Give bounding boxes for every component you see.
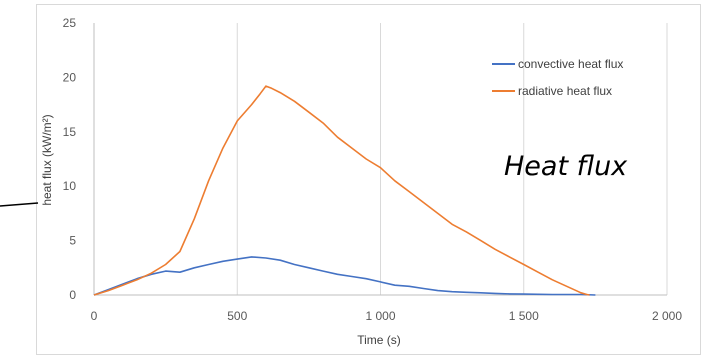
y-tick-label: 25 [63,16,77,30]
series-line-radiative [93,85,590,296]
x-tick-label: 1 500 [509,309,539,323]
y-tick-label: 20 [63,70,77,84]
series-line-convective [93,256,596,296]
x-tick-label: 500 [227,309,247,323]
chart-border [36,4,701,355]
grid-layer [236,23,668,295]
ticks-layer: 0 500 1 000 1 500 2 000 0 5 10 15 20 25 [63,16,683,323]
x-tick-label: 1 000 [365,309,395,323]
legend: convective heat flux radiative heat flux [492,57,623,98]
x-axis-title: Time (s) [357,333,401,347]
y-tick-label: 5 [69,234,76,248]
x-tick-label: 2 000 [652,309,682,323]
y-tick-label: 0 [69,288,76,302]
y-axis-title: heat flux (kW/m²) [40,114,54,205]
y-tick-label: 10 [63,179,77,193]
chart-annotation: Heat flux [504,151,628,182]
x-tick-label: 0 [91,309,98,323]
y-tick-label: 15 [63,125,77,139]
legend-label-radiative: radiative heat flux [518,84,612,98]
leader-line [0,202,39,207]
series-layer [93,85,596,296]
legend-label-convective: convective heat flux [518,57,623,71]
